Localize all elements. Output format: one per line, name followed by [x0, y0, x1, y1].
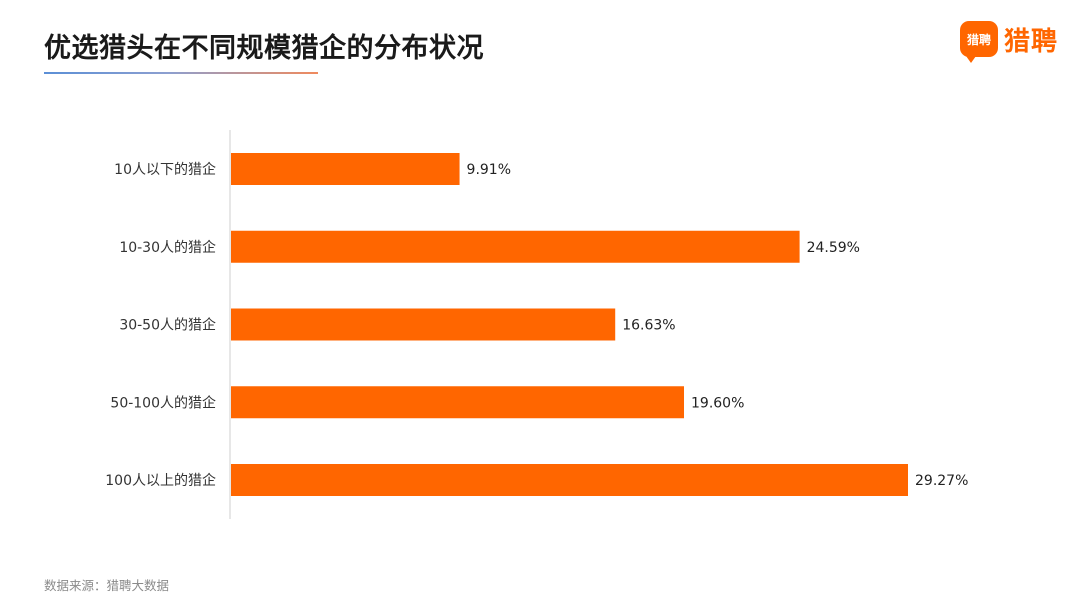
- category-label: 10人以下的猎企: [114, 161, 216, 178]
- logo-text: 猎聘: [1003, 26, 1058, 57]
- data-label: 24.59%: [807, 240, 860, 256]
- brand-logo: 猎聘 猎聘: [959, 20, 1058, 63]
- data-source-note: 数据来源：猎聘大数据: [44, 578, 170, 593]
- data-label: 19.60%: [691, 395, 744, 411]
- page-title: 优选猎头在不同规模猎企的分布状况: [44, 33, 484, 64]
- category-label: 50-100人的猎企: [110, 394, 216, 411]
- data-label: 9.91%: [467, 162, 511, 178]
- category-label: 10-30人的猎企: [119, 239, 216, 256]
- logo-mark-text: 猎聘: [966, 32, 991, 47]
- data-label: 29.27%: [915, 473, 968, 489]
- bar: [231, 464, 908, 496]
- logo-chat-bubble-icon: 猎聘: [959, 21, 998, 63]
- bar: [231, 308, 616, 341]
- category-label: 100人以上的猎企: [105, 472, 216, 489]
- title-underline: [44, 72, 318, 74]
- category-label: 30-50人的猎企: [119, 317, 216, 334]
- bar: [231, 230, 800, 263]
- bar: [231, 386, 685, 419]
- bar: [231, 153, 460, 185]
- data-label: 16.63%: [622, 318, 675, 334]
